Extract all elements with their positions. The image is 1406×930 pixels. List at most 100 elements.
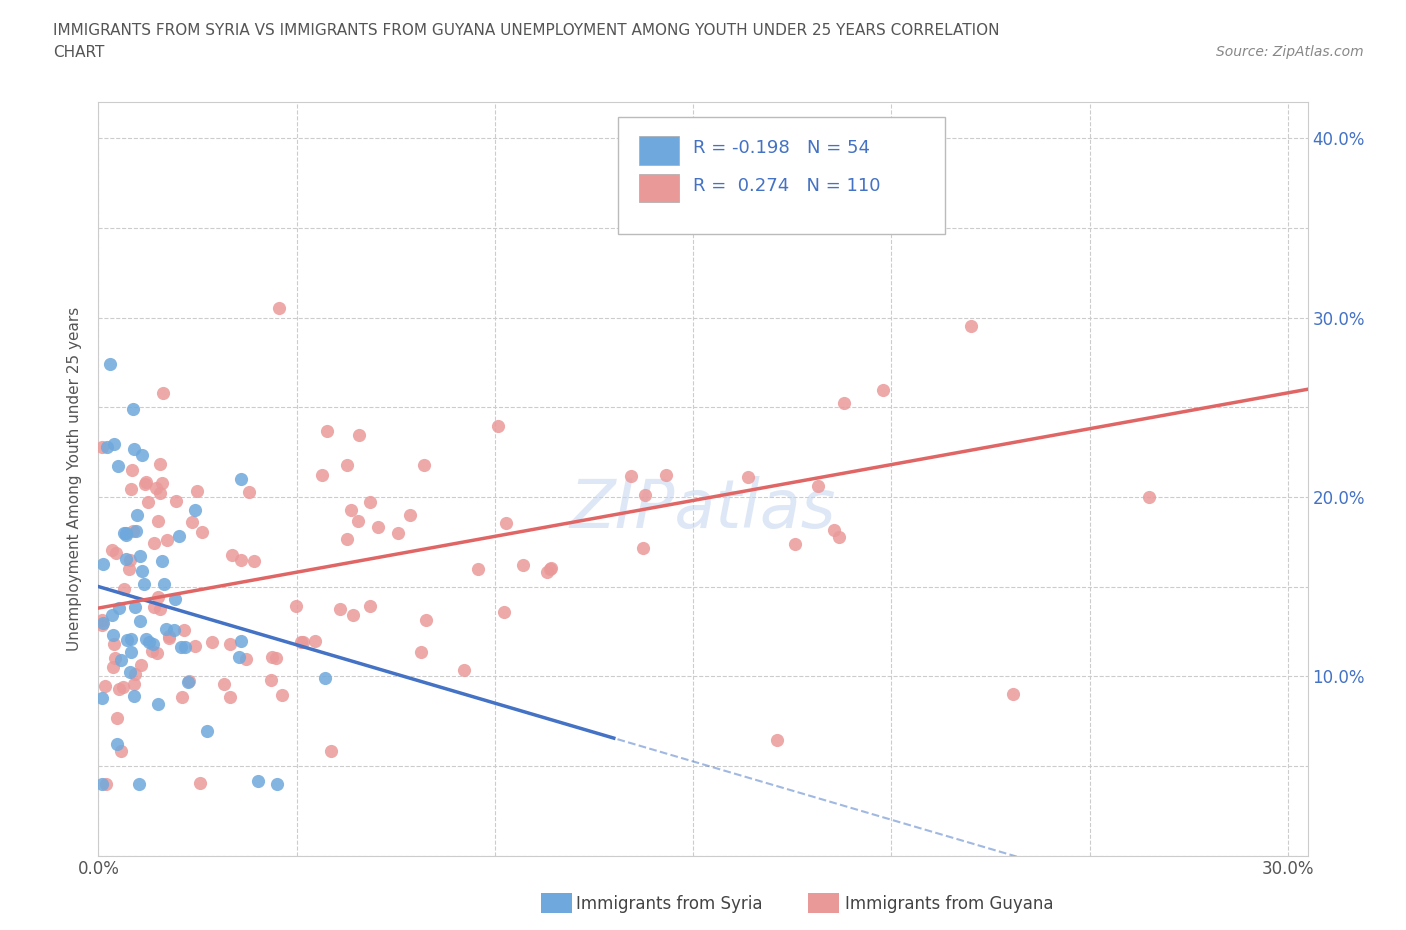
Point (512, 557, 534, 572)
Point (96, 439, 118, 454)
Point (266, 777, 288, 791)
Point (122, 688, 145, 703)
Point (316, 423, 339, 438)
Point (620, 468, 643, 483)
Point (179, 673, 201, 688)
Text: ZIPatlas: ZIPatlas (569, 476, 837, 542)
Y-axis label: Unemployment Among Youth under 25 years: Unemployment Among Youth under 25 years (67, 307, 83, 651)
Point (538, 562, 561, 577)
FancyBboxPatch shape (638, 174, 679, 203)
Point (101, 607, 124, 622)
Point (150, 476, 173, 491)
Point (143, 536, 166, 551)
Point (290, 635, 312, 650)
Point (229, 553, 252, 568)
Point (180, 515, 202, 530)
Point (264, 651, 287, 666)
Point (120, 631, 142, 646)
Point (121, 644, 143, 659)
Point (135, 475, 157, 490)
Point (112, 581, 135, 596)
Point (121, 524, 143, 538)
Point (766, 733, 789, 748)
Point (1002, 687, 1025, 702)
Point (105, 711, 128, 725)
Point (959, 319, 981, 334)
Text: R = -0.198   N = 54: R = -0.198 N = 54 (693, 140, 870, 157)
Point (91, 777, 114, 791)
Point (201, 634, 224, 649)
Point (104, 546, 127, 561)
Point (1137, 489, 1160, 504)
Point (107, 458, 129, 473)
Point (148, 485, 170, 500)
Point (219, 636, 242, 651)
Point (131, 448, 153, 463)
Point (94, 678, 117, 693)
Point (413, 458, 436, 472)
Point (467, 562, 489, 577)
Point (129, 658, 152, 672)
Point (494, 604, 516, 619)
Point (655, 467, 678, 482)
Point (156, 533, 179, 548)
Point (536, 565, 558, 579)
Point (314, 671, 336, 685)
Point (415, 612, 437, 627)
Point (634, 487, 657, 502)
Text: CHART: CHART (53, 45, 105, 60)
Point (329, 602, 352, 617)
Point (321, 743, 343, 758)
Point (117, 561, 139, 576)
Point (269, 300, 291, 315)
Point (311, 468, 333, 483)
Point (170, 640, 193, 655)
Point (191, 525, 214, 539)
Point (91, 691, 114, 706)
Text: Immigrants from Guyana: Immigrants from Guyana (845, 895, 1053, 913)
Point (229, 633, 252, 648)
Point (172, 690, 194, 705)
Point (173, 622, 195, 637)
Point (145, 481, 167, 496)
Point (124, 676, 146, 691)
Point (340, 502, 363, 517)
Point (134, 577, 156, 591)
Point (146, 590, 169, 604)
Point (783, 537, 806, 551)
Point (212, 677, 235, 692)
Point (110, 652, 132, 667)
FancyBboxPatch shape (619, 117, 945, 234)
Point (124, 442, 146, 457)
Point (336, 532, 359, 547)
Point (114, 551, 136, 566)
Point (165, 494, 187, 509)
Text: R =  0.274   N = 110: R = 0.274 N = 110 (693, 177, 880, 195)
Point (195, 724, 218, 738)
Point (399, 508, 422, 523)
Point (260, 650, 283, 665)
Point (96, 777, 118, 791)
Point (121, 462, 143, 477)
Point (823, 523, 845, 538)
Point (260, 672, 283, 687)
Point (359, 598, 381, 613)
Point (112, 680, 135, 695)
Point (150, 554, 173, 569)
Text: Source: ZipAtlas.com: Source: ZipAtlas.com (1216, 45, 1364, 59)
Point (98, 357, 121, 372)
Point (359, 495, 381, 510)
Point (120, 665, 142, 680)
Point (495, 516, 517, 531)
Point (174, 640, 197, 655)
Point (228, 649, 250, 664)
Point (104, 650, 127, 665)
Point (124, 599, 146, 614)
Point (128, 549, 150, 564)
Point (242, 553, 264, 568)
Point (91, 557, 114, 572)
Point (125, 508, 148, 523)
FancyBboxPatch shape (638, 136, 679, 165)
Point (184, 502, 207, 517)
Point (120, 553, 142, 568)
